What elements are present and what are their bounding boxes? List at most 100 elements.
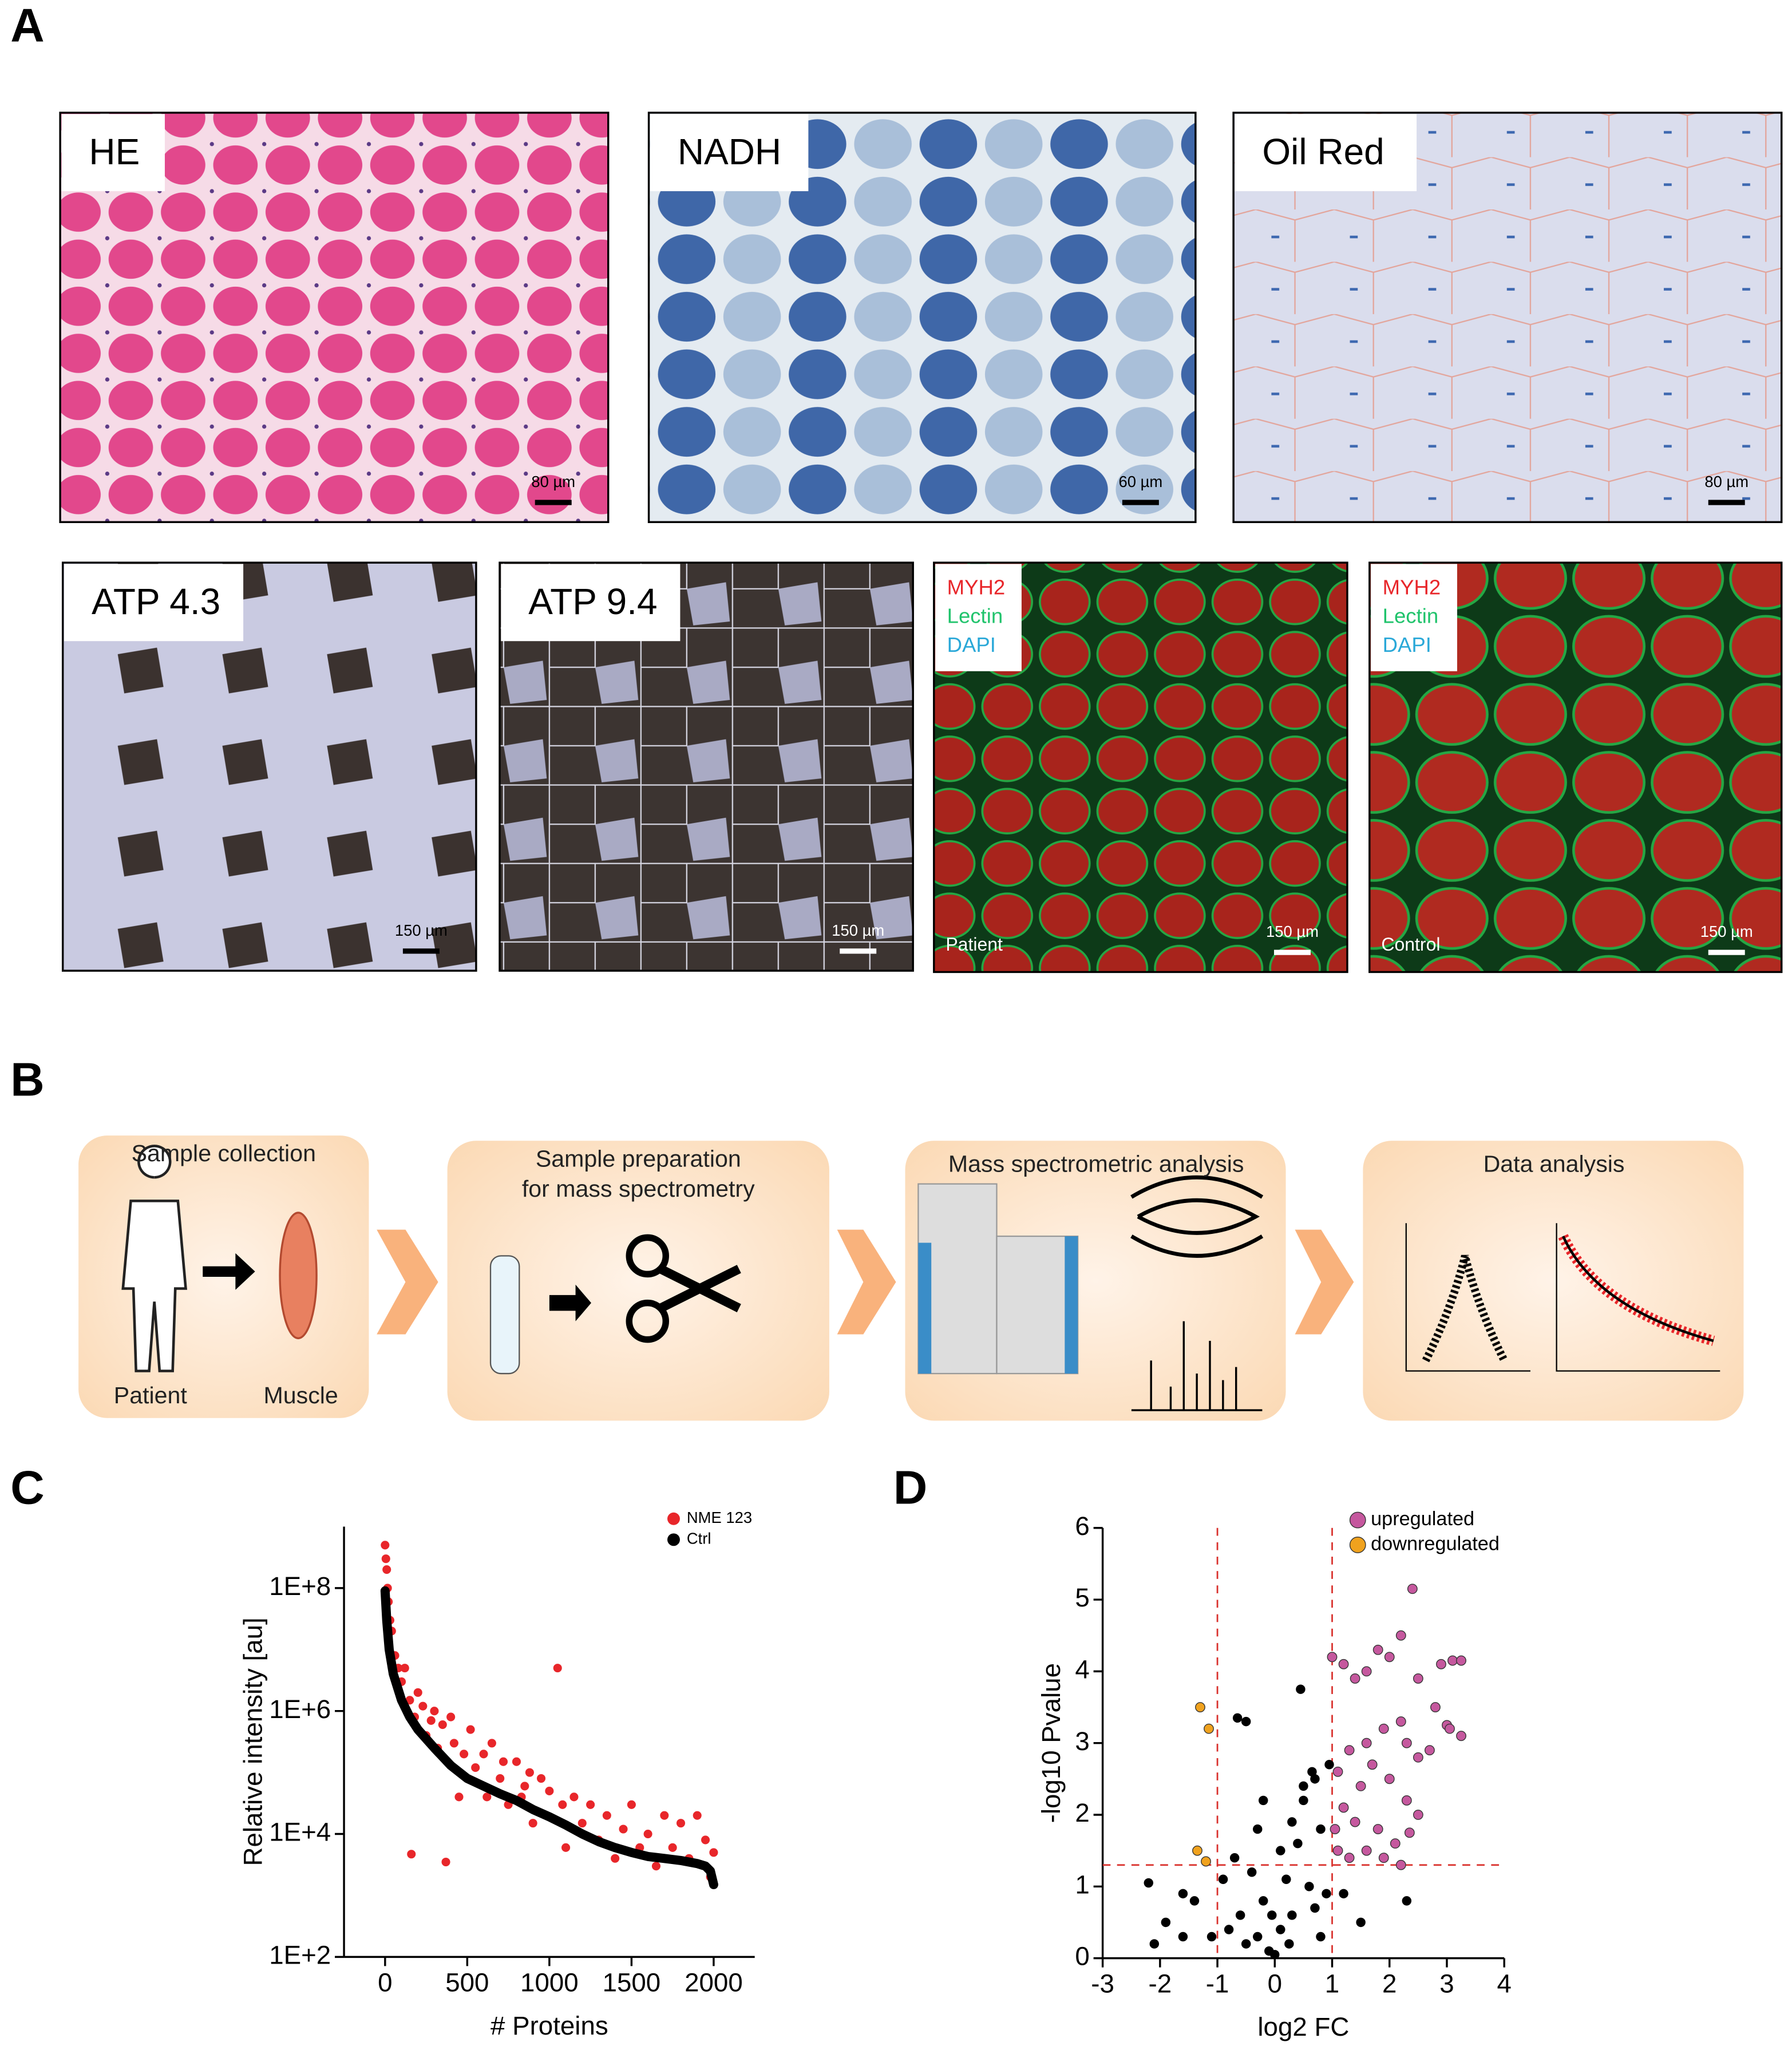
y-tick-label: 1E+4 [269,1818,331,1847]
channel-label: MYH2 [1383,575,1441,599]
point [1229,1853,1240,1863]
point [1339,1889,1348,1899]
point [1178,1932,1188,1942]
point [1395,1716,1406,1727]
y-tick-label: 1E+6 [269,1695,331,1724]
point [1276,1925,1285,1934]
point [499,1757,508,1766]
point [693,1811,702,1820]
legend-label: upregulated [1371,1508,1474,1530]
point [1247,1867,1257,1877]
y-tick-label: 2 [1075,1798,1089,1827]
legend-marker [667,1533,680,1546]
point [1445,1723,1455,1734]
point [1361,1845,1372,1856]
step-title: Mass spectrometric analysis [948,1151,1244,1177]
point [1324,1760,1334,1770]
point [454,1792,464,1802]
point [1361,1738,1372,1748]
point [1270,1950,1280,1960]
point [1330,1824,1340,1834]
point [701,1835,710,1845]
point [400,1664,409,1673]
panel-label: D [893,1462,927,1514]
point [1259,1896,1268,1906]
point [1310,1774,1320,1784]
point [438,1720,447,1730]
point [1192,1845,1202,1856]
point [1413,1673,1423,1684]
point [1456,1655,1466,1666]
point [460,1750,469,1759]
point [446,1712,456,1721]
point [577,1819,587,1828]
scale-bar-label: 150 µm [395,921,448,939]
point [528,1819,537,1828]
scale-bar [535,500,572,505]
point [1218,1874,1228,1885]
point [1206,1932,1217,1942]
point [471,1763,480,1772]
point [1395,1859,1406,1870]
point [512,1757,521,1766]
x-tick-label: 1000 [520,1968,579,1997]
point [558,1800,567,1809]
y-tick-label: 0 [1075,1942,1089,1971]
point [561,1843,571,1852]
point [1259,1795,1268,1806]
x-tick-label: 500 [445,1968,489,1997]
point [1316,1824,1326,1834]
label-box [1371,564,1457,671]
point [1232,1713,1243,1723]
step-label: Patient [114,1382,188,1408]
scale-bar [1708,949,1745,955]
point [1307,1767,1317,1777]
point [1287,1910,1297,1920]
point [602,1811,611,1820]
label-box [650,114,809,192]
scale-bar-label: 80 µm [531,473,575,490]
x-axis-title: # Proteins [490,2011,608,2040]
scale-bar-label: 80 µm [1704,473,1749,490]
legend-label: NME 123 [687,1509,752,1526]
workflow-graphics [78,1135,1744,1421]
point [1241,1939,1251,1949]
point [1344,1745,1355,1756]
image-label: Oil Red [1262,131,1384,172]
channel-label: DAPI [1383,633,1431,656]
point [1401,1795,1412,1806]
point [1401,1738,1412,1748]
channel-label: Lectin [947,604,1003,628]
panel-label: C [10,1462,44,1514]
scale-bar-label: 150 µm [1700,923,1753,940]
y-tick-label: 5 [1075,1583,1089,1612]
point [1327,1652,1338,1663]
point [1189,1896,1200,1906]
point [1201,1856,1211,1867]
step-title: Sample preparation [536,1145,741,1172]
x-tick-label: 2000 [685,1968,743,1997]
point [1284,1939,1294,1949]
point [1178,1889,1188,1899]
y-tick-label: 6 [1075,1511,1089,1541]
channel-label: Lectin [1383,604,1439,628]
point [430,1707,439,1716]
x-tick-label: -2 [1149,1969,1172,1998]
legend-marker [667,1512,680,1525]
point [466,1725,475,1734]
point [1332,1766,1343,1777]
label-box [61,114,165,192]
point [1447,1655,1458,1666]
legend-marker [1349,1511,1366,1529]
point [1332,1845,1343,1856]
point [1149,1939,1160,1949]
point [479,1750,488,1759]
point [1293,1838,1303,1849]
ctrl-line [380,1586,718,1890]
panel-label: B [10,1054,44,1106]
point [1378,1723,1389,1734]
point [536,1774,546,1783]
x-tick-label: 0 [378,1968,392,1997]
point [553,1664,562,1673]
point [1402,1896,1412,1906]
